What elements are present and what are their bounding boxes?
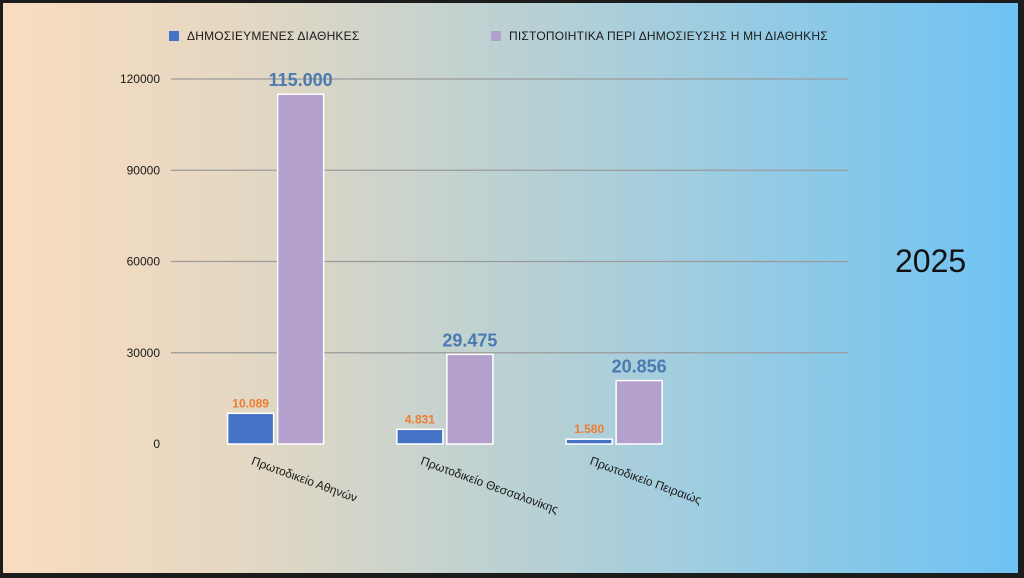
bar-chart: 0 30000 60000 90000 120000 10.089 115.000 Πρωτο… [120,70,848,517]
legend-item-published-wills: ΔΗΜΟΣΙΕΥΜΕΝΕΣ ΔΙΑΘΗΚΕΣ [169,29,359,43]
x-category-label: Πρωτοδικείο Πειραιώς [588,454,703,507]
bar-published-wills [565,438,613,445]
x-category-label: Πρωτοδικείο Θεσσαλονίκης [419,454,561,517]
legend-label: ΔΗΜΟΣΙΕΥΜΕΝΕΣ ΔΙΑΘΗΚΕΣ [187,29,360,43]
data-label: 29.475 [442,330,497,350]
slide: ΔΗΜΟΣΙΕΥΜΕΝΕΣ ΔΙΑΘΗΚΕΣ ΠΙΣΤΟΠΟΙΗΤΙΚΑ ΠΕΡ… [3,3,1018,573]
data-label: 4.831 [405,412,435,426]
x-category-label: Πρωτοδικείο Αθηνών [250,454,359,505]
data-label: 115.000 [269,70,333,90]
y-tick-label: 0 [153,437,160,451]
y-tick-label: 60000 [127,255,161,269]
legend-item-certificates: ΠΙΣΤΟΠΟΙΗΤΙΚΑ ΠΕΡΙ ΔΗΜΟΣΙΕΥΣΗΣ Η ΜΗ ΔΙΑΘ… [491,29,828,43]
bar-certificates [446,353,494,445]
bar-certificates [615,379,663,445]
bar-published-wills [226,412,275,445]
year-label: 2025 [895,243,967,279]
y-tick-label: 90000 [127,163,161,177]
data-label: 20.856 [612,357,667,377]
legend-swatch-blue [169,31,179,41]
y-tick-label: 30000 [127,346,161,360]
legend-swatch-purple [491,31,501,41]
bar-published-wills [396,428,444,445]
y-tick-label: 120000 [120,72,160,86]
data-label: 10.089 [232,396,269,410]
data-label: 1.580 [574,422,604,436]
legend-label: ΠΙΣΤΟΠΟΙΗΤΙΚΑ ΠΕΡΙ ΔΗΜΟΣΙΕΥΣΗΣ Η ΜΗ ΔΙΑΘ… [509,29,828,43]
bar-certificates [276,93,325,445]
